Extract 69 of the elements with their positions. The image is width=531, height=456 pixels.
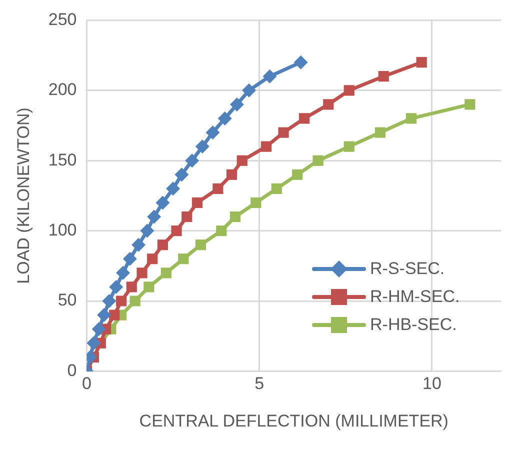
point — [182, 211, 192, 222]
y-tick-label: 150 — [48, 150, 77, 170]
y-tick-label: 200 — [48, 80, 77, 100]
point — [212, 183, 224, 194]
point — [230, 211, 240, 222]
point — [185, 154, 200, 168]
point — [109, 310, 120, 320]
point — [122, 252, 137, 266]
point — [166, 182, 180, 196]
point — [226, 169, 238, 180]
point — [262, 69, 277, 84]
point — [195, 240, 206, 250]
point — [250, 197, 262, 208]
x-axis-title: CENTRAL DEFLECTION (MILLIMETER) — [139, 411, 448, 430]
x-tick-label: 5 — [254, 374, 264, 394]
point — [416, 57, 427, 68]
point — [195, 140, 210, 154]
point — [278, 127, 289, 138]
point — [260, 141, 272, 152]
legend-label: R-HM-SEC. — [370, 287, 460, 307]
point — [147, 254, 158, 264]
point — [216, 225, 227, 236]
point — [126, 282, 137, 292]
point — [171, 225, 182, 236]
point — [271, 183, 282, 194]
point — [130, 296, 140, 306]
point — [97, 308, 112, 322]
y-tick-label: 0 — [67, 360, 77, 380]
y-tick-label: 100 — [48, 220, 77, 240]
point — [378, 71, 389, 82]
point — [344, 141, 354, 152]
point — [174, 168, 189, 182]
point — [406, 113, 417, 124]
legend-label: R-HB-SEC. — [370, 315, 457, 335]
point — [160, 268, 172, 278]
point — [116, 296, 127, 306]
point — [144, 282, 154, 292]
point — [206, 126, 220, 140]
point — [292, 169, 303, 180]
point — [323, 99, 334, 110]
point — [374, 127, 386, 138]
point — [236, 155, 248, 166]
point — [192, 197, 203, 208]
y-tick-label: 50 — [58, 290, 77, 310]
x-tick-label: 0 — [82, 374, 92, 394]
point — [140, 224, 154, 238]
point — [86, 336, 101, 350]
point — [156, 196, 170, 210]
point — [132, 238, 146, 252]
point — [116, 266, 130, 280]
y-axis-title: LOAD (KILONEWTON) — [14, 108, 33, 284]
point — [218, 111, 232, 126]
x-tick-label: 10 — [422, 374, 442, 394]
point — [464, 99, 476, 110]
point — [109, 280, 124, 294]
point — [147, 210, 162, 224]
point — [157, 240, 168, 250]
y-tick-label: 250 — [48, 10, 77, 29]
point — [294, 55, 308, 70]
point — [298, 113, 310, 124]
point — [178, 254, 189, 264]
point — [136, 268, 148, 278]
point — [242, 83, 256, 98]
legend-label: R-S-SEC. — [370, 259, 445, 279]
point — [102, 294, 116, 308]
point — [92, 322, 106, 336]
point — [344, 85, 354, 96]
point — [312, 155, 324, 166]
point — [230, 97, 244, 112]
